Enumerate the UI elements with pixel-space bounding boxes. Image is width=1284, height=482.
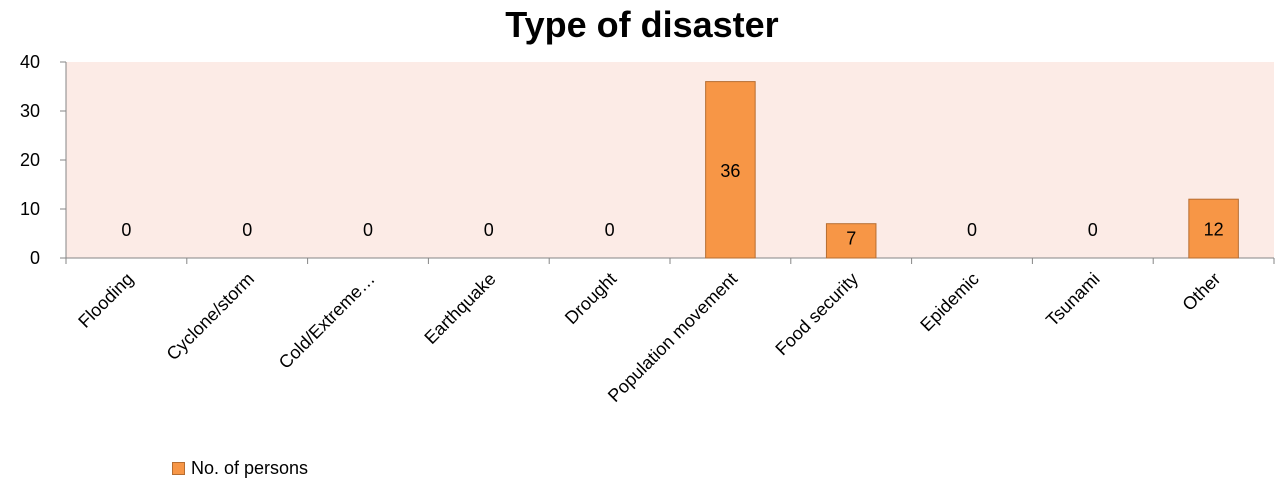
data-label: 0: [242, 220, 252, 240]
x-tick-label: Epidemic: [916, 269, 982, 335]
x-tick-label: Flooding: [74, 269, 137, 332]
bar: [825, 223, 877, 259]
data-label: 0: [967, 220, 977, 240]
data-label: 12: [1204, 220, 1224, 240]
y-tick-label: 20: [20, 150, 40, 170]
x-tick-label: Cyclone/storm: [163, 269, 258, 364]
legend-label: No. of persons: [191, 458, 309, 478]
legend-swatch: [172, 462, 185, 475]
y-tick-label: 0: [30, 248, 40, 268]
data-label: 36: [720, 161, 740, 181]
data-label: 0: [1088, 220, 1098, 240]
bar: [705, 81, 756, 259]
data-label: 0: [363, 220, 373, 240]
x-tick-label: Population movement: [604, 269, 741, 406]
data-label: 0: [605, 220, 615, 240]
y-tick-label: 10: [20, 199, 40, 219]
x-tick-label: Food security: [771, 269, 862, 360]
chart-title: Type of disaster: [505, 4, 779, 45]
x-tick-label: Drought: [561, 269, 620, 328]
plot-area: [66, 62, 1274, 258]
data-label: 0: [121, 220, 131, 240]
legend: No. of persons: [172, 458, 308, 479]
bar: [1188, 198, 1239, 259]
data-label: 0: [484, 220, 494, 240]
x-tick-label: Cold/Extreme…: [275, 269, 379, 373]
x-tick-label: Other: [1178, 269, 1224, 315]
y-tick-label: 40: [20, 52, 40, 72]
data-label: 7: [846, 229, 856, 249]
y-tick-label: 30: [20, 101, 40, 121]
x-tick-label: Tsunami: [1042, 269, 1104, 331]
x-tick-label: Earthquake: [420, 269, 499, 348]
